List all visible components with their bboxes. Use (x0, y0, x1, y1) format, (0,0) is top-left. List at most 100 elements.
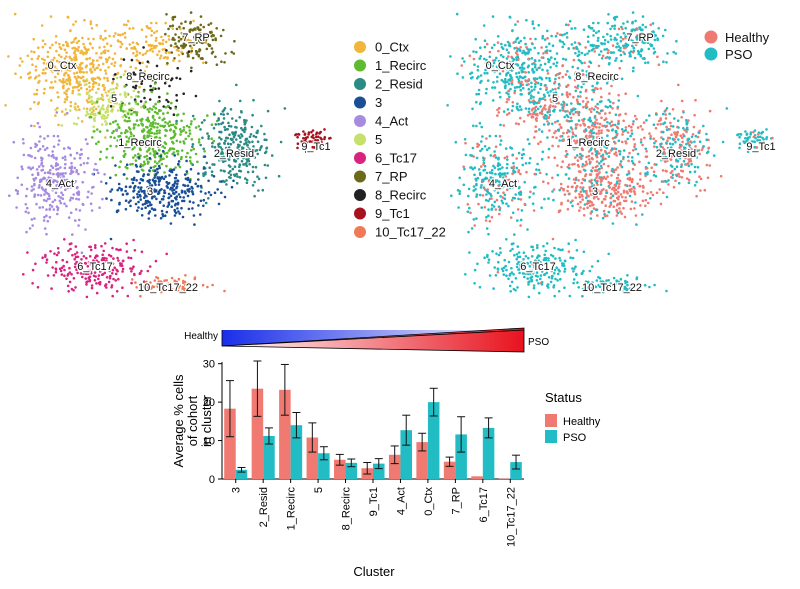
umap-point (532, 209, 536, 212)
umap-point (116, 123, 119, 126)
umap-point (126, 130, 129, 133)
umap-point (172, 59, 175, 62)
umap-point (595, 181, 599, 184)
umap-point (190, 120, 193, 123)
umap-point (36, 57, 39, 60)
umap-point (645, 155, 649, 158)
umap-point (516, 102, 519, 106)
umap-point (659, 118, 662, 122)
umap-point (52, 134, 56, 138)
umap-point (691, 133, 695, 136)
umap-point (157, 148, 161, 152)
umap-point (120, 131, 123, 135)
umap-point (618, 150, 622, 153)
umap-point (194, 152, 198, 156)
umap-point (599, 183, 603, 186)
umap-point (596, 102, 599, 106)
umap-point (219, 130, 223, 134)
umap-point (62, 84, 65, 87)
umap-point (220, 122, 223, 126)
umap-point (218, 150, 221, 153)
umap-point (628, 188, 631, 191)
umap-point (621, 37, 625, 41)
umap-point (45, 208, 48, 211)
umap-point (232, 155, 236, 158)
umap-point (55, 111, 59, 114)
umap-point (188, 132, 192, 135)
umap-point (515, 265, 519, 269)
umap-point (614, 141, 617, 145)
umap-point (476, 68, 480, 72)
umap-point (203, 39, 206, 43)
umap-point (16, 192, 20, 195)
umap-point (122, 73, 126, 76)
umap-point (149, 84, 152, 88)
umap-point (75, 41, 79, 44)
umap-point (114, 279, 117, 282)
umap-point (564, 149, 568, 153)
umap-point (506, 162, 509, 166)
umap-point (649, 137, 652, 140)
umap-point (139, 294, 142, 298)
umap-point (607, 210, 611, 214)
umap-point (605, 124, 609, 128)
umap-point (154, 172, 158, 176)
umap-point (559, 40, 562, 43)
umap-point (162, 195, 165, 198)
umap-point (43, 87, 46, 91)
umap-point (213, 163, 216, 166)
umap-point (170, 276, 174, 280)
umap-point (174, 176, 178, 180)
umap-point (476, 176, 480, 180)
umap-point (169, 44, 173, 47)
umap-point (491, 15, 495, 18)
umap-point (164, 121, 167, 124)
umap-point (527, 71, 530, 74)
umap-point (73, 265, 77, 269)
umap-point (161, 198, 165, 201)
umap-point (173, 125, 177, 129)
umap-point (146, 60, 150, 63)
umap-point (531, 42, 534, 46)
umap-point (162, 157, 165, 161)
umap-point (666, 139, 669, 142)
umap-point (621, 133, 624, 136)
umap-point (615, 133, 619, 137)
umap-point (639, 178, 642, 181)
umap-point (677, 83, 680, 87)
umap-point (197, 204, 200, 207)
umap-point (65, 98, 68, 101)
umap-point (605, 189, 608, 192)
umap-point (72, 23, 75, 26)
umap-point (151, 147, 155, 151)
umap-point (644, 25, 647, 29)
umap-point (96, 66, 99, 70)
umap-point (185, 172, 189, 175)
umap-point (119, 160, 122, 163)
umap-point (572, 178, 576, 181)
umap-point (143, 70, 147, 73)
umap-point (580, 181, 584, 185)
umap-point (51, 200, 55, 204)
umap-point (491, 250, 494, 253)
umap-point (132, 89, 136, 93)
umap-point (626, 20, 629, 24)
umap-point (141, 123, 144, 126)
umap-point (470, 227, 474, 230)
umap-point (690, 162, 693, 166)
umap-point (672, 50, 675, 54)
umap-point (240, 154, 243, 157)
umap-point (240, 134, 244, 138)
umap-point (649, 179, 652, 183)
umap-point (84, 138, 88, 141)
umap-point (626, 155, 630, 159)
umap-point (140, 73, 143, 76)
umap-point (120, 109, 123, 112)
umap-point (50, 164, 53, 168)
umap-point (156, 162, 159, 165)
umap-point (264, 150, 268, 153)
umap-point (117, 40, 120, 43)
umap-point (137, 60, 140, 63)
umap-point (108, 56, 111, 59)
umap-point (124, 143, 128, 146)
